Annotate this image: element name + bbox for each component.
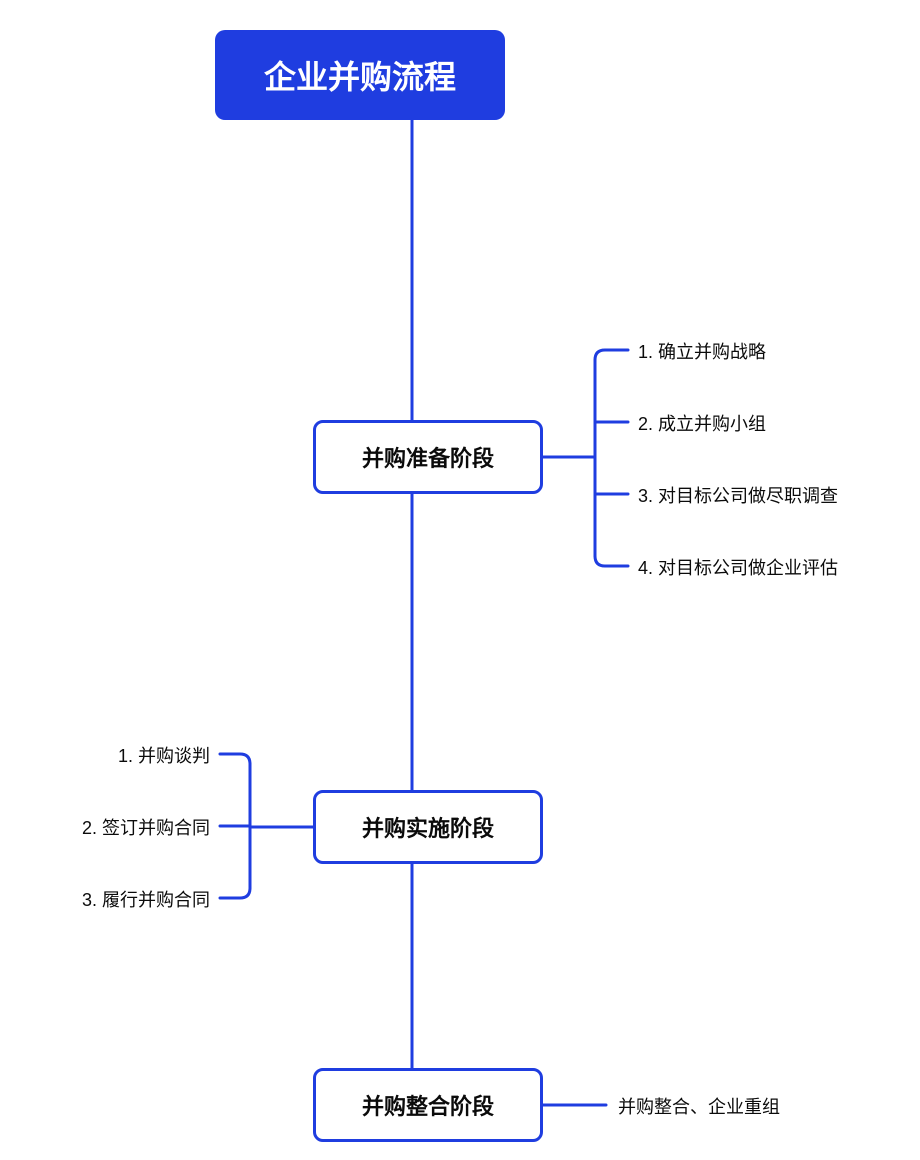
leaf-item: 并购整合、企业重组 (618, 1093, 780, 1119)
stage-exec: 并购实施阶段 (313, 790, 543, 864)
connector-svg (0, 0, 920, 1160)
stage-label: 并购实施阶段 (362, 811, 494, 843)
leaf-item: 1. 并购谈判 (118, 742, 210, 768)
stage-label: 并购准备阶段 (362, 441, 494, 473)
leaf-item: 2. 签订并购合同 (82, 814, 210, 840)
leaf-item: 3. 履行并购合同 (82, 886, 210, 912)
diagram-title: 企业并购流程 (215, 30, 505, 120)
leaf-item: 4. 对目标公司做企业评估 (638, 554, 838, 580)
leaf-item: 1. 确立并购战略 (638, 338, 766, 364)
leaf-item: 2. 成立并购小组 (638, 410, 766, 436)
stage-prep: 并购准备阶段 (313, 420, 543, 494)
diagram-canvas: 企业并购流程 并购准备阶段 1. 确立并购战略 2. 成立并购小组 3. 对目标公司做… (0, 0, 920, 1160)
stage-integrate: 并购整合阶段 (313, 1068, 543, 1142)
diagram-title-text: 企业并购流程 (264, 52, 456, 98)
leaf-item: 3. 对目标公司做尽职调查 (638, 482, 838, 508)
stage-label: 并购整合阶段 (362, 1089, 494, 1121)
